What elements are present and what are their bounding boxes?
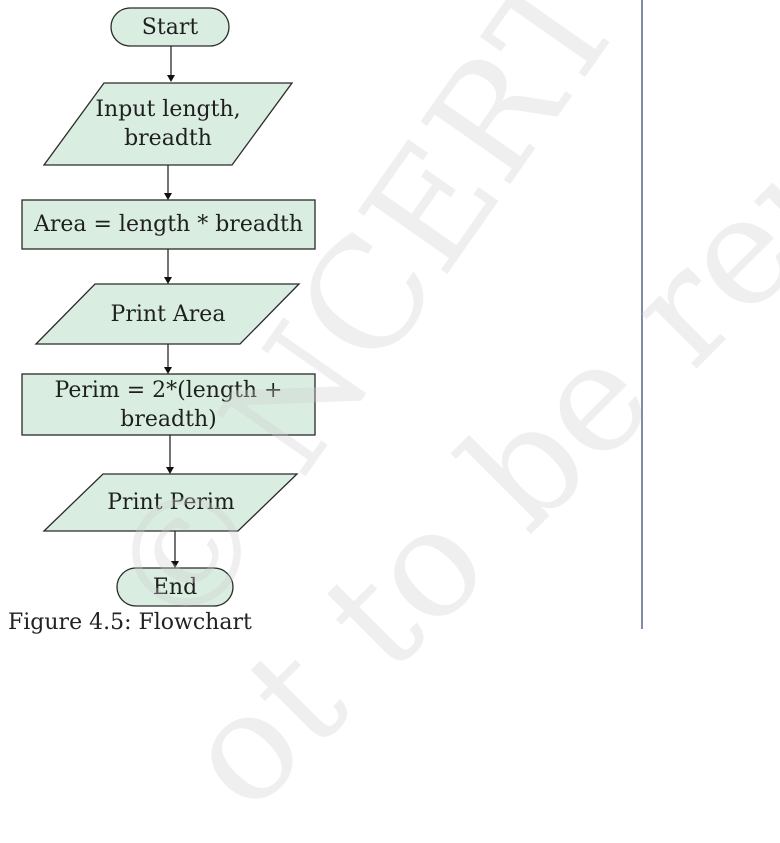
- flowchart-canvas: [21, 7, 316, 607]
- connector-arrowhead: [166, 467, 174, 474]
- start-terminator: [110, 7, 230, 47]
- print-perim-label: Print Perim: [107, 490, 235, 515]
- area-label: Area = length * breadth: [33, 212, 304, 237]
- column-divider: [641, 0, 643, 629]
- connector-arrowhead: [164, 193, 172, 200]
- input-label: Input length, breadth: [95, 97, 241, 151]
- print-area-parallelogram: [34, 283, 301, 345]
- connector-arrowhead: [167, 75, 175, 82]
- print-area-label: Print Area: [110, 301, 226, 327]
- area-process-box: [21, 199, 316, 250]
- print-perim-parallelogram: [42, 473, 299, 532]
- connector-arrowhead: [164, 277, 172, 284]
- page: Start Input length, breadth Area = lengt…: [8, 0, 780, 843]
- input-parallelogram: [42, 82, 294, 166]
- perim-label: Perim = 2*(length + breadth): [54, 377, 283, 432]
- connector-arrowhead: [171, 561, 179, 568]
- end-label: End: [152, 574, 198, 600]
- connector-arrowhead: [164, 367, 172, 374]
- figure-caption: Figure 4.5: Flowchart: [8, 610, 252, 635]
- start-label: Start: [141, 14, 199, 40]
- perim-process-box: [21, 373, 316, 436]
